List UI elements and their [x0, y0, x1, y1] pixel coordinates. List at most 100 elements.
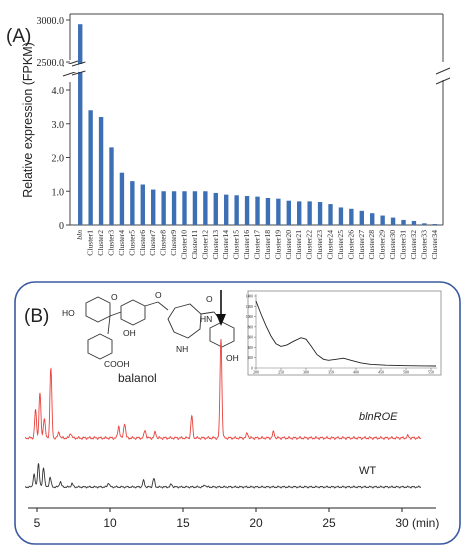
- bar: [130, 181, 135, 225]
- category-label: Cluster22: [305, 230, 314, 260]
- ring-b: [87, 333, 113, 360]
- bar: [349, 208, 354, 225]
- peak-arrow-head: [216, 314, 226, 326]
- ring-c: [120, 299, 146, 326]
- time-tick-label: 20: [249, 516, 263, 530]
- category-label: Cluster27: [357, 230, 366, 260]
- category-label: Cluster7: [148, 230, 157, 256]
- bar: [224, 194, 229, 225]
- atom-oh-ring: OH: [123, 328, 136, 338]
- bar: [328, 204, 333, 225]
- atom-cooh: COOH: [104, 359, 130, 369]
- bar: [171, 191, 177, 225]
- category-label: Cluster4: [117, 230, 126, 256]
- category-label: Cluster24: [326, 230, 335, 260]
- inset-x-tick-label: 350: [328, 371, 334, 375]
- category-label: Cluster14: [221, 230, 230, 260]
- inset-x-tick-label: 550: [428, 371, 434, 375]
- y-tick-label: 4.0: [52, 86, 65, 97]
- inset-y-tick-label: 1400: [246, 295, 253, 299]
- bar: [98, 117, 104, 225]
- inset-y-tick-label: 1000: [246, 315, 253, 319]
- bar: [109, 147, 114, 225]
- inset-spectrum-line: [255, 300, 437, 367]
- y-axis-label: Relative expression (FPKM): [21, 42, 35, 198]
- bar: [140, 184, 145, 225]
- atom-o-amide: O: [206, 294, 213, 304]
- trace-label-blnroe: blnROE: [359, 411, 398, 423]
- panel-a-label: (A): [6, 26, 31, 47]
- time-axis-ticks: 5 10 15 20 25 30: [34, 508, 409, 530]
- bar: [317, 202, 323, 225]
- y-tick-label: 3.0: [52, 120, 65, 131]
- inset-y-tick-label: 1200: [246, 305, 253, 309]
- category-label: Cluster9: [169, 230, 178, 256]
- bar: [422, 223, 427, 225]
- atom-o-ester: O: [155, 290, 162, 300]
- panel-b-frame: [14, 281, 461, 545]
- inset-y-tick-label: 400: [248, 346, 254, 350]
- inset-x-tick-label: 250: [278, 371, 284, 375]
- bar: [286, 200, 291, 225]
- structure-atom-labels: HO O OH COOH O O HN NH OH: [62, 290, 239, 369]
- category-label: Cluster17: [253, 230, 262, 260]
- inset-x-tick-label: 200: [253, 371, 259, 375]
- bar: [88, 110, 93, 225]
- y-tick-label: 3000.0: [37, 16, 65, 27]
- y-tick-label: 1.0: [52, 187, 65, 198]
- category-label: Cluster15: [232, 230, 241, 260]
- bond-ketone-2: [107, 315, 111, 335]
- category-label: Cluster30: [388, 230, 397, 260]
- time-tick-label: 30: [395, 516, 409, 530]
- bar: [401, 219, 406, 225]
- bond-ester-1: [144, 301, 159, 307]
- trace-label-wt: WT: [359, 465, 376, 477]
- category-label: Cluster31: [399, 230, 408, 260]
- panel-b-label: (B): [24, 306, 49, 327]
- bond-amide-1: [200, 311, 215, 315]
- category-label: Cluster34: [430, 230, 439, 260]
- category-labels: bln Cluster1 Cluster2 Cluster3 Cluster4 Clust…: [75, 230, 439, 260]
- axis-break-gap: [64, 64, 78, 72]
- bar: [370, 213, 375, 225]
- atom-o-ketone: O: [111, 292, 118, 302]
- bar: [78, 24, 83, 226]
- ring-a: [85, 296, 111, 323]
- bar: [432, 223, 437, 225]
- category-label: Cluster13: [211, 230, 220, 260]
- inset-x-tick-label: 500: [403, 371, 409, 375]
- time-tick-label: 15: [176, 516, 190, 530]
- category-label: Cluster5: [127, 230, 136, 256]
- category-label: Cluster26: [346, 230, 355, 260]
- atom-nh: NH: [176, 344, 188, 354]
- bar: [203, 191, 208, 225]
- bar: [244, 195, 250, 225]
- bar: [182, 191, 187, 225]
- bond-ketone-1: [109, 311, 122, 317]
- category-label: Cluster10: [180, 230, 189, 260]
- category-label: Cluster2: [96, 230, 105, 256]
- azepane-ring: [167, 303, 202, 339]
- time-tick-label: 5: [34, 516, 41, 530]
- bar: [213, 192, 218, 225]
- inset-y-tick-label: 800: [248, 325, 254, 329]
- category-label: Cluster8: [159, 230, 168, 256]
- bar: [411, 220, 417, 225]
- time-axis-unit: (min): [412, 516, 439, 530]
- bar: [161, 191, 166, 225]
- peak-arrow-icon: [216, 290, 226, 326]
- time-tick-label: 10: [103, 516, 117, 530]
- category-label: Cluster20: [284, 230, 293, 260]
- atom-hn: HN: [200, 314, 212, 324]
- bar: [390, 217, 396, 225]
- category-label: Cluster11: [190, 230, 199, 259]
- inset-frame: [247, 290, 442, 376]
- category-label: Cluster12: [200, 230, 209, 260]
- inset-y-tick-label: 0: [251, 367, 253, 371]
- bar: [265, 198, 271, 225]
- bar: [119, 172, 125, 225]
- category-label: Cluster18: [263, 230, 272, 260]
- axis-break-right: [435, 67, 451, 85]
- chromatogram-wt: [24, 463, 421, 489]
